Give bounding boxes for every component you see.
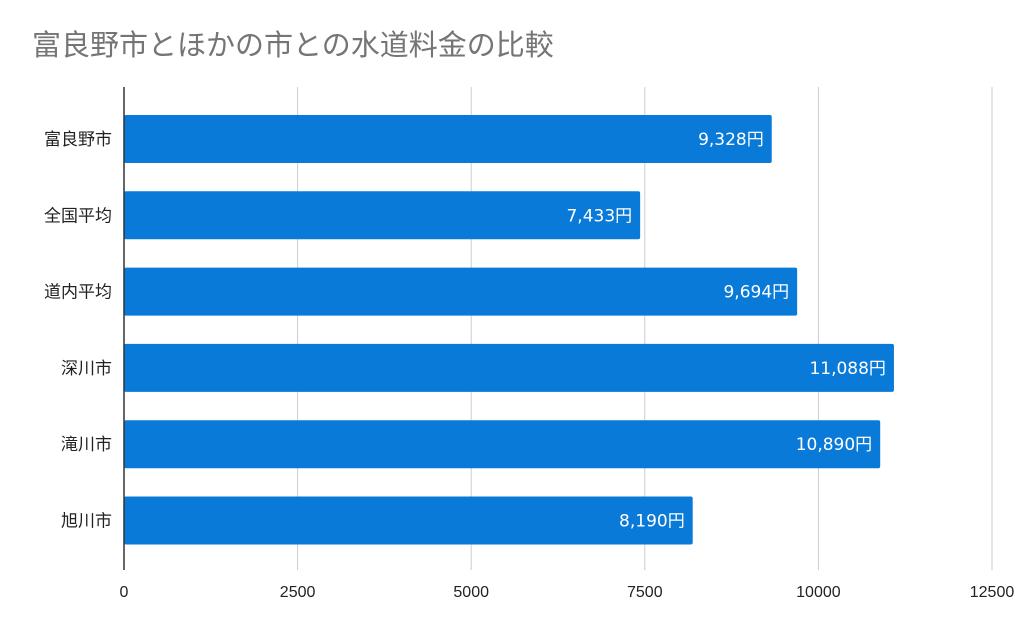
x-tick-label: 5000	[453, 584, 489, 601]
x-tick-label: 12500	[970, 584, 1015, 601]
category-label: 深川市	[61, 359, 112, 379]
x-tick-label: 7500	[627, 584, 663, 601]
bar[interactable]	[124, 420, 881, 469]
category-label: 滝川市	[61, 435, 112, 455]
category-label: 富良野市	[44, 130, 112, 150]
bar[interactable]	[124, 115, 772, 163]
data-label: 7,433円	[566, 206, 632, 226]
bar[interactable]	[124, 191, 641, 240]
x-tick-label: 10000	[796, 584, 841, 601]
x-tick-label: 2500	[280, 584, 316, 601]
category-label: 全国平均	[44, 206, 112, 226]
bar[interactable]	[124, 496, 693, 545]
data-label: 9,694円	[723, 283, 789, 303]
data-label: 8,190円	[619, 512, 685, 532]
category-label: 旭川市	[61, 512, 112, 532]
data-label: 11,088円	[809, 359, 885, 379]
chart-title: 富良野市とほかの市との水道料金の比較	[32, 28, 554, 62]
data-label: 9,328円	[698, 130, 764, 150]
x-tick-label: 0	[120, 584, 129, 601]
bar[interactable]	[124, 343, 894, 392]
bar[interactable]	[124, 267, 798, 316]
category-label: 道内平均	[44, 283, 112, 303]
data-label: 10,890円	[796, 435, 872, 455]
